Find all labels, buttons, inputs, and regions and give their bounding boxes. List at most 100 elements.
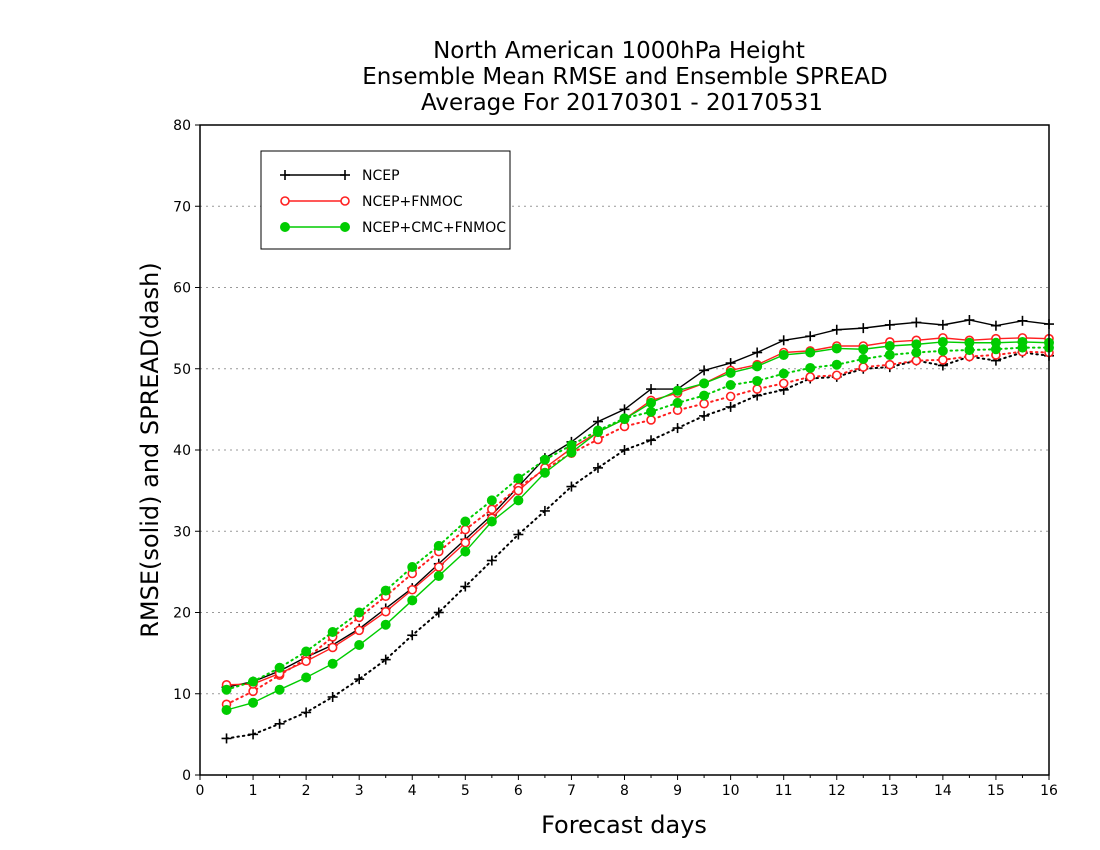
series-ncep-spread-point	[407, 630, 418, 641]
series-ncep-fnmoc-rmse-point	[460, 537, 471, 548]
series-ncep-cmc-fnmoc-rmse-point	[964, 337, 975, 348]
series-ncep-cmc-fnmoc-spread-point	[937, 345, 948, 356]
series-ncep-cmc-fnmoc-spread-point	[752, 375, 763, 386]
legend-box	[260, 150, 511, 250]
series-ncep-rmse-point	[646, 384, 657, 395]
series-ncep-cmc-fnmoc-rmse-point	[433, 570, 444, 581]
x-tick-label-12: 12	[828, 783, 846, 799]
title-line-3: Average For 20170301 - 20170531	[421, 90, 823, 116]
series-ncep-cmc-fnmoc-rmse-point	[1017, 336, 1028, 347]
series-ncep-cmc-fnmoc-rmse-point	[725, 367, 736, 378]
series-ncep-spread-point	[380, 654, 391, 665]
series-ncep-cmc-fnmoc-spread-point	[539, 454, 550, 465]
series-ncep-rmse-point	[884, 319, 895, 330]
series-ncep-spread-point	[354, 674, 365, 685]
series-ncep-fnmoc-spread-point	[831, 370, 842, 381]
series-ncep-fnmoc-rmse-point	[407, 584, 418, 595]
series-ncep-cmc-fnmoc-spread-point	[699, 390, 710, 401]
legend-item-ncep-cmc-fnmoc: NCEP+CMC+FNMOC	[280, 220, 506, 236]
x-tick-label-16: 16	[1040, 783, 1058, 799]
series-ncep-rmse-point	[592, 416, 603, 427]
series-ncep-fnmoc-spread-point	[699, 398, 709, 409]
series-ncep-rmse-point	[937, 319, 948, 330]
x-axis-label: Forecast days	[541, 811, 707, 839]
series-ncep-fnmoc-spread-point	[646, 415, 656, 425]
x-tick-label-11: 11	[775, 783, 793, 799]
x-tick-label-10: 10	[722, 783, 740, 799]
y-tick-label-60: 60	[173, 281, 191, 297]
series-ncep-cmc-fnmoc-spread-point	[672, 397, 683, 408]
x-tick-label-6: 6	[514, 783, 523, 799]
series-ncep-fnmoc-spread-point	[487, 504, 497, 515]
series-ncep-rmse-point	[752, 347, 763, 358]
series-ncep-cmc-fnmoc-rmse-point	[539, 467, 550, 478]
series-ncep-cmc-fnmoc-rmse-point	[911, 339, 922, 350]
series-ncep-cmc-fnmoc-rmse-point	[592, 427, 603, 438]
x-tick-label-2: 2	[302, 783, 311, 799]
series-ncep-cmc-fnmoc-spread-point	[805, 362, 816, 373]
y-tick-label-0: 0	[182, 768, 191, 784]
series-ncep-spread-point	[460, 581, 471, 592]
legend: NCEP NCEP+FNMOC NCEP+CMC+FNMOC	[260, 150, 511, 250]
legend-item-ncep-fnmoc: NCEP+FNMOC	[280, 194, 463, 210]
series-ncep-cmc-fnmoc-rmse-point	[274, 684, 285, 695]
x-tick-label-4: 4	[408, 783, 417, 799]
series-ncep-cmc-fnmoc-spread-point	[831, 359, 842, 370]
series-ncep-cmc-fnmoc-rmse-point	[990, 337, 1001, 348]
series-ncep-cmc-fnmoc-rmse-point	[248, 697, 259, 708]
series-ncep-cmc-fnmoc-spread-point	[274, 662, 285, 673]
series-ncep-spread-point	[672, 423, 683, 434]
series-ncep-rmse-point	[990, 320, 1001, 331]
legend-marker-start	[280, 196, 290, 206]
series-ncep-fnmoc-rmse-point	[380, 606, 391, 617]
series-ncep-cmc-fnmoc-spread-point	[433, 540, 444, 551]
series-ncep-fnmoc-spread-point	[460, 524, 471, 535]
y-tick-label-50: 50	[173, 362, 191, 378]
series-ncep-cmc-fnmoc-rmse-point	[301, 672, 312, 683]
series-ncep-cmc-fnmoc-rmse-point	[752, 361, 763, 372]
legend-marker-start	[280, 170, 290, 180]
series-ncep-cmc-fnmoc-rmse-point	[699, 378, 710, 389]
x-tick-label-14: 14	[934, 783, 952, 799]
x-tick-label-0: 0	[196, 783, 205, 799]
x-tick-label-13: 13	[881, 783, 899, 799]
series-ncep-rmse-point	[831, 324, 842, 335]
series-ncep-cmc-fnmoc-rmse-point	[327, 658, 338, 669]
legend-marker-end	[340, 196, 350, 206]
series-ncep-rmse-point	[619, 404, 630, 415]
series-ncep-cmc-fnmoc-spread-point	[460, 516, 471, 527]
series-ncep-fnmoc-spread-point	[938, 355, 948, 365]
series-ncep-fnmoc-spread-point	[911, 355, 922, 366]
series-ncep-cmc-fnmoc-spread-point	[778, 368, 789, 379]
y-tick-label-40: 40	[173, 443, 191, 459]
series-ncep-cmc-fnmoc-rmse-point	[805, 347, 816, 358]
x-tick-label-9: 9	[673, 783, 682, 799]
series-ncep-cmc-fnmoc-spread-point	[380, 585, 391, 596]
series-ncep-spread-point	[592, 462, 603, 473]
series-ncep-rmse-point	[911, 317, 922, 328]
series-ncep-rmse-point	[858, 323, 869, 334]
series-ncep-fnmoc-rmse-point	[513, 485, 524, 496]
series-ncep-fnmoc-spread-point	[858, 362, 869, 372]
series-ncep-cmc-fnmoc-rmse-point	[646, 397, 657, 408]
series-ncep-cmc-fnmoc-rmse-point	[407, 595, 418, 606]
y-tick-label-70: 70	[173, 199, 191, 215]
series-ncep-rmse-point	[778, 335, 789, 346]
series-ncep-cmc-fnmoc-spread-point	[858, 354, 869, 364]
series-ncep-fnmoc-spread-point	[885, 359, 895, 370]
series-ncep-fnmoc-spread-point	[752, 384, 762, 394]
series-ncep-spread-point	[513, 529, 524, 540]
series-ncep-cmc-fnmoc-rmse-point	[619, 414, 630, 425]
legend-marker-end	[340, 170, 350, 180]
series-ncep-rmse-line	[226, 319, 1050, 688]
x-tick-label-1: 1	[249, 783, 258, 799]
series-ncep-cmc-fnmoc-spread-point	[513, 473, 524, 484]
title-line-1: North American 1000hPa Height	[433, 38, 805, 64]
series-ncep-spread-point	[221, 733, 232, 744]
series-ncep-cmc-fnmoc-spread-point	[354, 607, 365, 618]
y-tick-label-10: 10	[173, 687, 191, 703]
series-ncep-cmc-fnmoc-rmse-point	[858, 344, 869, 355]
series-ncep-spread-point	[433, 607, 444, 618]
series-ncep-cmc-fnmoc-rmse-point	[831, 343, 842, 354]
series-ncep-fnmoc-spread-point	[778, 378, 789, 389]
